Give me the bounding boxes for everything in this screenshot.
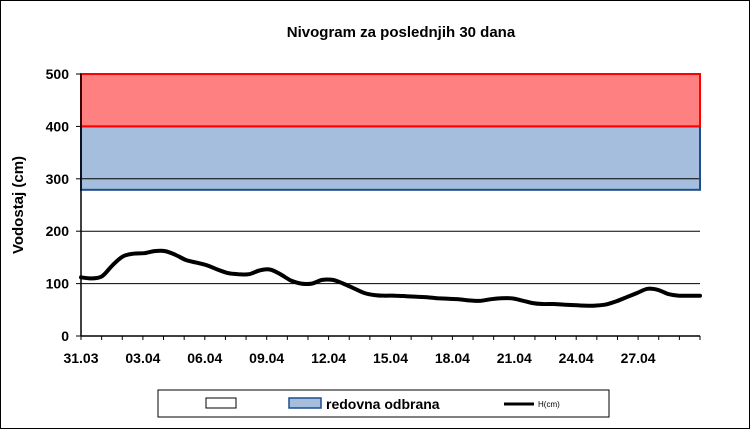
x-tick-label-5: 15.04: [373, 350, 408, 366]
chart-title: Nivogram za poslednjih 30 dana: [287, 24, 516, 41]
x-tick-label-6: 18.04: [435, 350, 470, 366]
y-axis-label: Vodostaj (cm): [10, 156, 27, 254]
y-tick-label-100: 100: [46, 276, 70, 292]
series-line-h: [79, 248, 702, 308]
y-tick-label-0: 0: [61, 328, 69, 344]
x-tick-label-4: 12.04: [311, 350, 346, 366]
y-tick-label-200: 200: [46, 223, 70, 239]
band-2: [81, 74, 700, 127]
x-axis-ticks: 31.03 03.04 06.04 09.04 12.04 15.04 18.04 21.04…: [63, 336, 701, 366]
legend-swatch-white-band: [205, 397, 237, 409]
y-tick-label-300: 300: [46, 171, 70, 187]
legend-label-redovna-odbrana: redovna odbrana: [326, 396, 440, 412]
x-tick-label-2: 06.04: [187, 350, 222, 366]
x-tick-label-1: 03.04: [125, 350, 160, 366]
legend: redovna odbrana H(cm): [157, 389, 610, 418]
band-0: [81, 189, 700, 336]
y-axis-ticks: 0 100 200 300 400 500: [46, 66, 81, 344]
legend-swatch-redovna-odbrana: [288, 397, 322, 409]
plot-area: [79, 73, 702, 337]
x-tick-label-7: 21.04: [497, 350, 532, 366]
y-tick-label-500: 500: [46, 66, 70, 82]
y-tick-label-400: 400: [46, 118, 70, 134]
x-tick-label-0: 31.03: [63, 350, 98, 366]
band-1: [81, 126, 700, 190]
x-tick-label-9: 27.04: [621, 350, 656, 366]
legend-label-h: H(cm): [538, 400, 560, 409]
x-tick-label-8: 24.04: [559, 350, 594, 366]
x-tick-label-3: 09.04: [249, 350, 284, 366]
